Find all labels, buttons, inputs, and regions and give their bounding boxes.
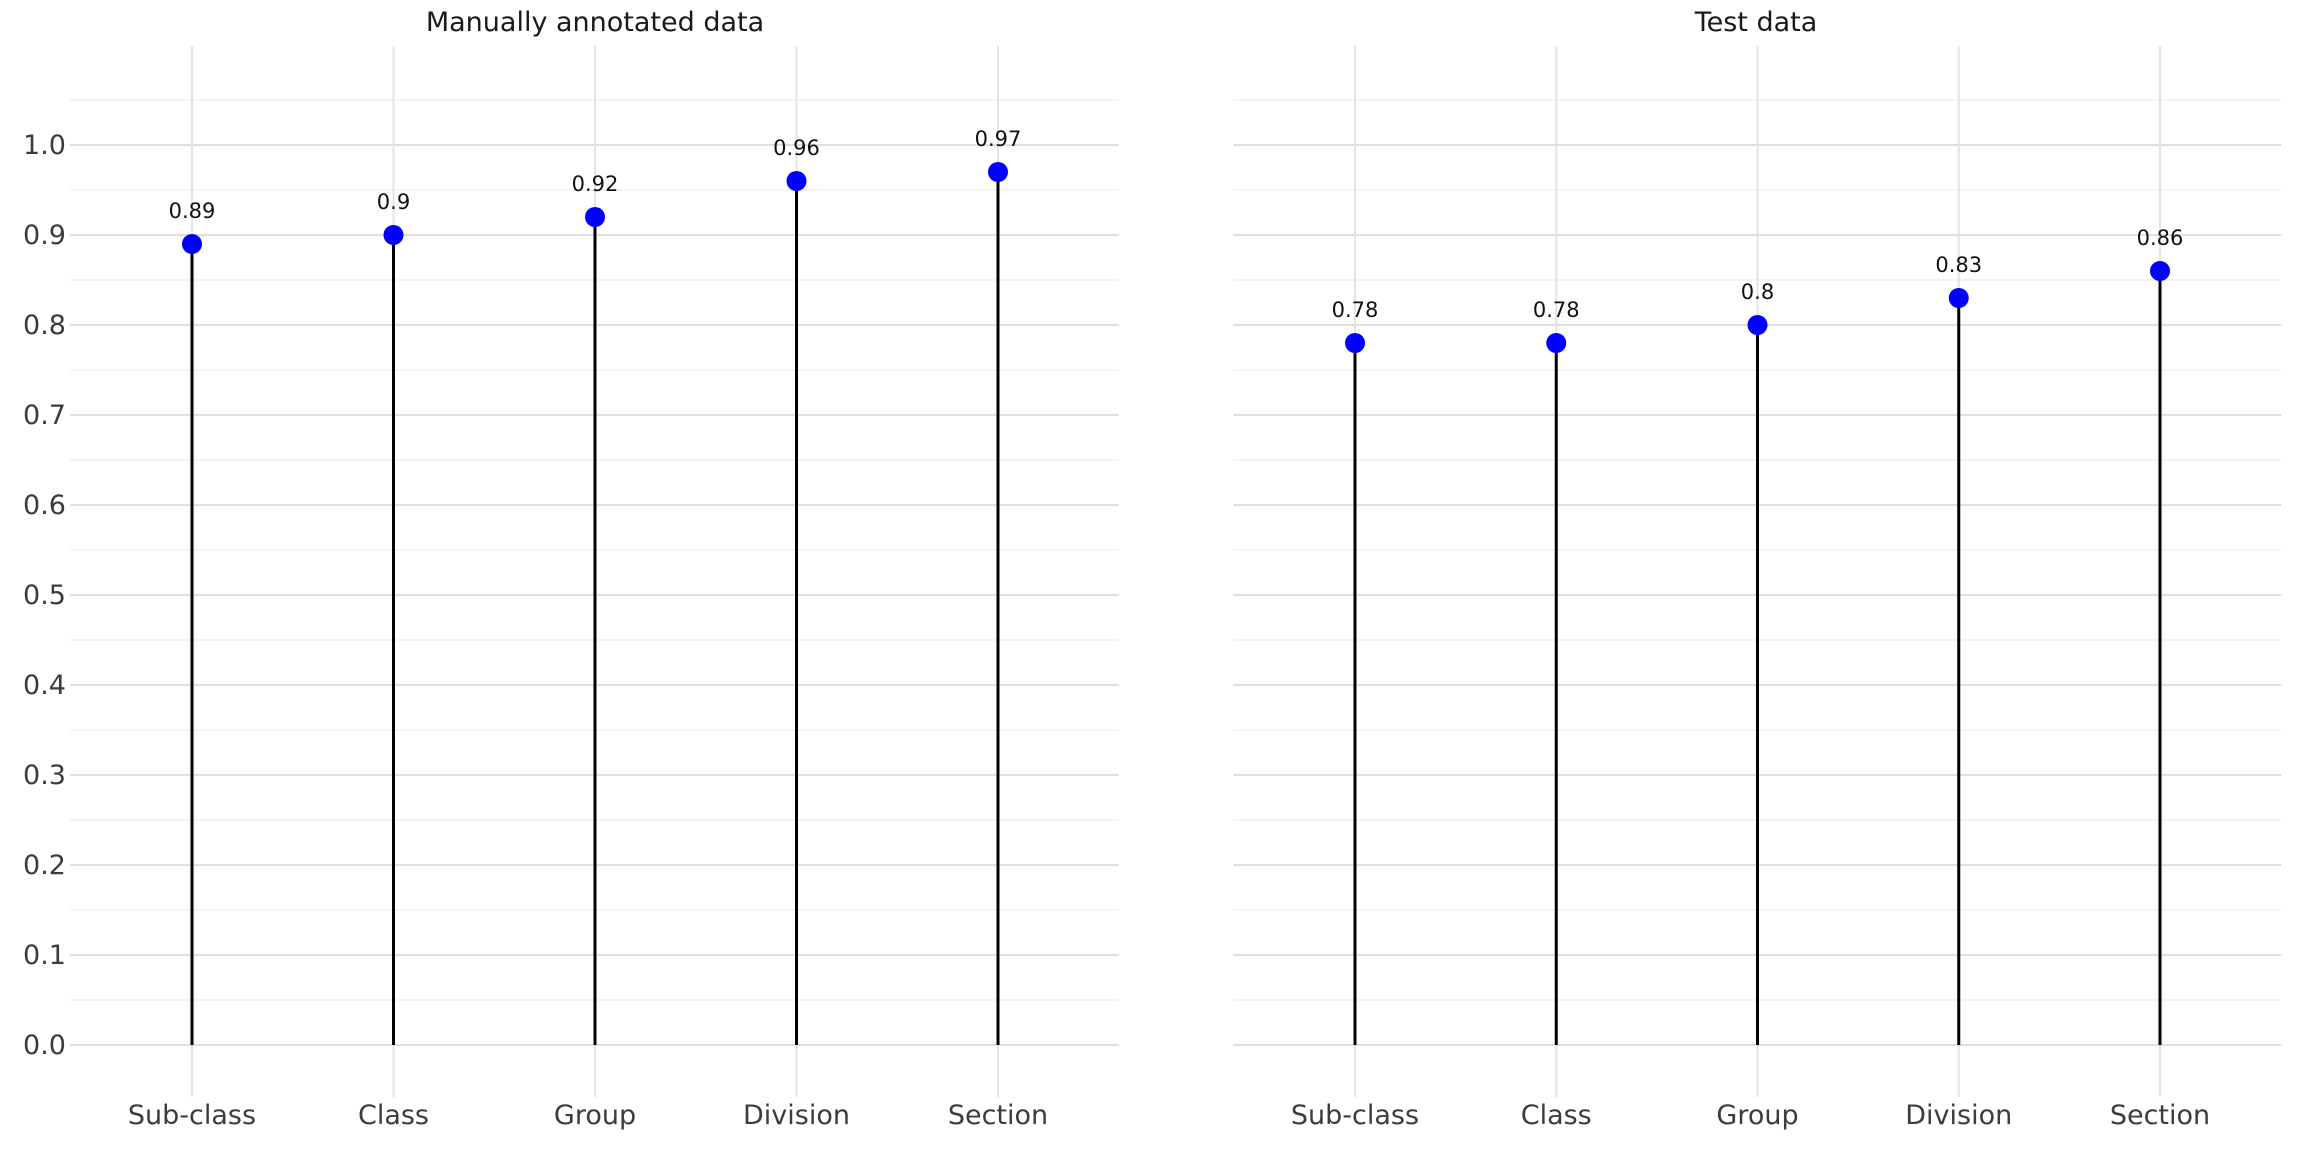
- data-point-marker: [1345, 333, 1365, 353]
- left-chart-title: Manually annotated data: [425, 7, 765, 38]
- value-label: 0.9: [377, 190, 410, 214]
- x-tick-label: Division: [1905, 1100, 2012, 1131]
- y-tick-label: 1.0: [23, 130, 66, 161]
- y-tick-label: 0.7: [23, 400, 66, 431]
- data-point-marker: [585, 207, 605, 227]
- x-tick-label: Sub-class: [128, 1100, 256, 1131]
- x-tick-label: Section: [2110, 1100, 2210, 1131]
- x-tick-label: Section: [948, 1100, 1048, 1131]
- y-tick-label: 0.5: [23, 580, 66, 611]
- x-tick-label: Sub-class: [1291, 1100, 1419, 1131]
- right-chart-title: Test data: [1694, 7, 1818, 38]
- y-tick-label: 0.0: [23, 1030, 66, 1061]
- data-point-marker: [988, 162, 1008, 182]
- value-label: 0.83: [1935, 253, 1982, 277]
- value-label: 0.92: [572, 172, 619, 196]
- y-tick-label: 0.6: [23, 490, 66, 521]
- data-point-marker: [182, 234, 202, 254]
- y-tick-label: 0.2: [23, 850, 66, 881]
- value-label: 0.78: [1533, 298, 1580, 322]
- value-label: 0.8: [1741, 280, 1774, 304]
- value-label: 0.96: [773, 136, 820, 160]
- right-chart-plot-area: 0.78 Sub-class 0.78 Class 0.8 Group 0.83 Divisi…: [1233, 46, 2281, 1131]
- left-chart-plot-area: 0.0 0.1 0.2 0.3 0.4 0.5 0.6 0.7 0.8 0.9 1.0 0.89 Sub…: [23, 46, 1119, 1131]
- x-tick-label: Class: [358, 1100, 429, 1131]
- y-tick-label: 0.4: [23, 670, 66, 701]
- y-tick-label: 0.3: [23, 760, 66, 791]
- y-tick-label: 0.1: [23, 940, 66, 971]
- value-label: 0.97: [975, 127, 1022, 151]
- data-point-marker: [1747, 315, 1768, 335]
- value-label: 0.86: [2137, 226, 2184, 250]
- data-point-marker: [383, 225, 404, 245]
- x-tick-label: Group: [554, 1100, 636, 1131]
- y-tick-label: 0.9: [23, 220, 66, 251]
- data-point-marker: [2150, 261, 2170, 281]
- value-label: 0.89: [169, 199, 216, 223]
- y-tick-label: 0.8: [23, 310, 66, 341]
- value-label: 0.78: [1332, 298, 1379, 322]
- data-point-marker: [786, 171, 807, 191]
- x-tick-label: Class: [1521, 1100, 1592, 1131]
- x-tick-label: Group: [1716, 1100, 1798, 1131]
- x-tick-label: Division: [743, 1100, 850, 1131]
- data-point-marker: [1948, 288, 1969, 308]
- data-point-marker: [1546, 333, 1567, 353]
